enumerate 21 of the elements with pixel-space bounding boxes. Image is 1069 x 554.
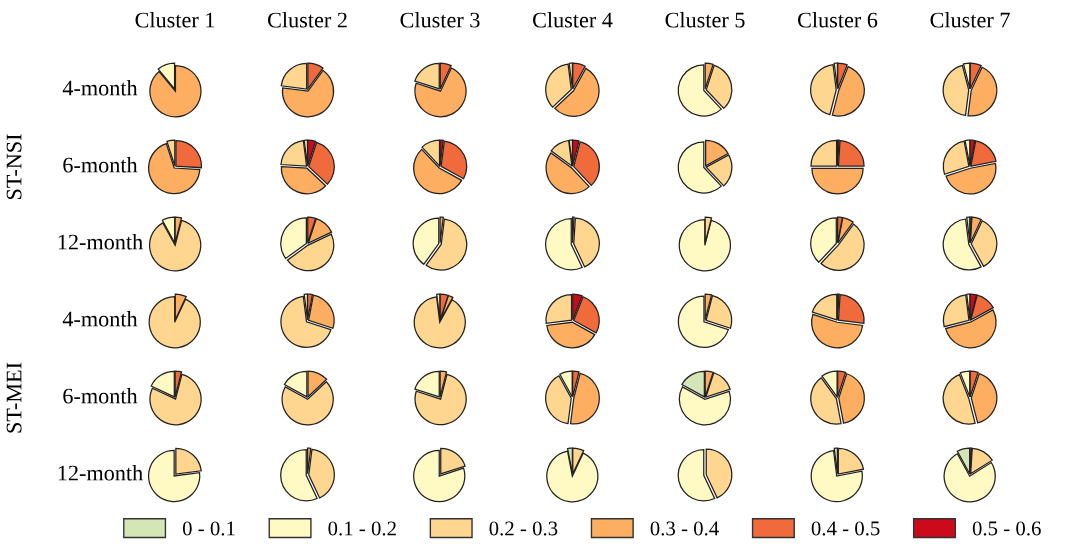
slice-label: Cluster 5 xyxy=(665,11,745,28)
text: ST-NSI xyxy=(6,134,22,200)
text: 4-month xyxy=(62,310,138,327)
slice-label: Cluster 7 xyxy=(930,11,1010,28)
legend-label: 0.1 - 0.2 xyxy=(328,521,396,536)
text: 6-month xyxy=(63,387,138,404)
text: ST-MEI xyxy=(6,362,22,433)
slice-label: Cluster 4 xyxy=(532,11,613,28)
text: 4-month xyxy=(62,79,138,96)
legend-label: 0.5 - 0.6 xyxy=(972,521,1041,536)
text: 12-month xyxy=(58,464,143,481)
legend-label: 0.4 - 0.5 xyxy=(811,521,880,536)
legend-label: 0.3 - 0.4 xyxy=(650,521,719,536)
text: 12-month xyxy=(58,233,143,250)
legend-label: 0.2 - 0.3 xyxy=(489,521,558,536)
slice-label: Cluster 1 xyxy=(135,11,215,28)
slice-label: Cluster 6 xyxy=(797,11,878,28)
slice-label: Cluster 3 xyxy=(400,11,480,28)
slice-label: Cluster 2 xyxy=(267,11,347,28)
legend-label: 0 - 0.1 xyxy=(182,521,235,536)
text: 6-month xyxy=(63,156,138,173)
